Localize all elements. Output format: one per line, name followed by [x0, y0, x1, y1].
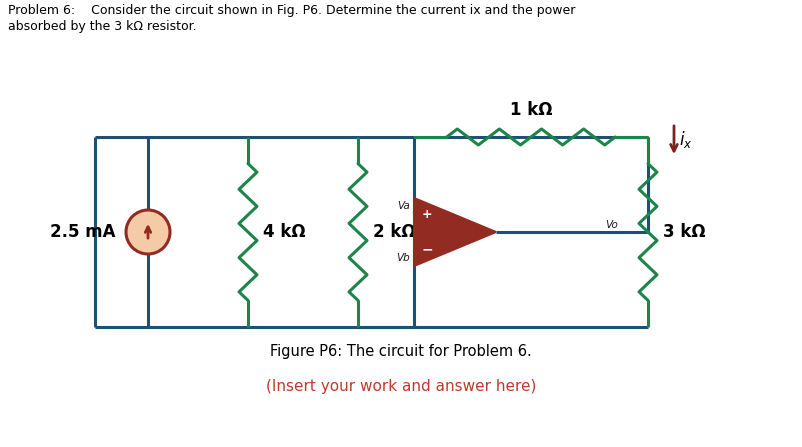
Text: Va: Va — [397, 201, 410, 211]
Text: absorbed by the 3 kΩ resistor.: absorbed by the 3 kΩ resistor. — [8, 20, 196, 33]
Text: (Insert your work and answer here): (Insert your work and answer here) — [265, 379, 536, 394]
Text: $i_x$: $i_x$ — [678, 130, 692, 151]
Text: 3 kΩ: 3 kΩ — [662, 223, 705, 241]
Text: 1 kΩ: 1 kΩ — [509, 101, 552, 119]
Text: Figure P6: The circuit for Problem 6.: Figure P6: The circuit for Problem 6. — [269, 344, 531, 359]
Text: −: − — [421, 242, 432, 256]
Text: Problem 6:    Consider the circuit shown in Fig. P6. Determine the current ix an: Problem 6: Consider the circuit shown in… — [8, 4, 575, 17]
Text: Vo: Vo — [605, 220, 618, 230]
Polygon shape — [414, 198, 496, 266]
Text: +: + — [421, 207, 431, 220]
Text: 4 kΩ: 4 kΩ — [263, 223, 306, 241]
Text: 2.5 mA: 2.5 mA — [51, 223, 115, 241]
Text: 2 kΩ: 2 kΩ — [373, 223, 415, 241]
Text: Vb: Vb — [395, 253, 410, 263]
Circle shape — [126, 210, 170, 254]
